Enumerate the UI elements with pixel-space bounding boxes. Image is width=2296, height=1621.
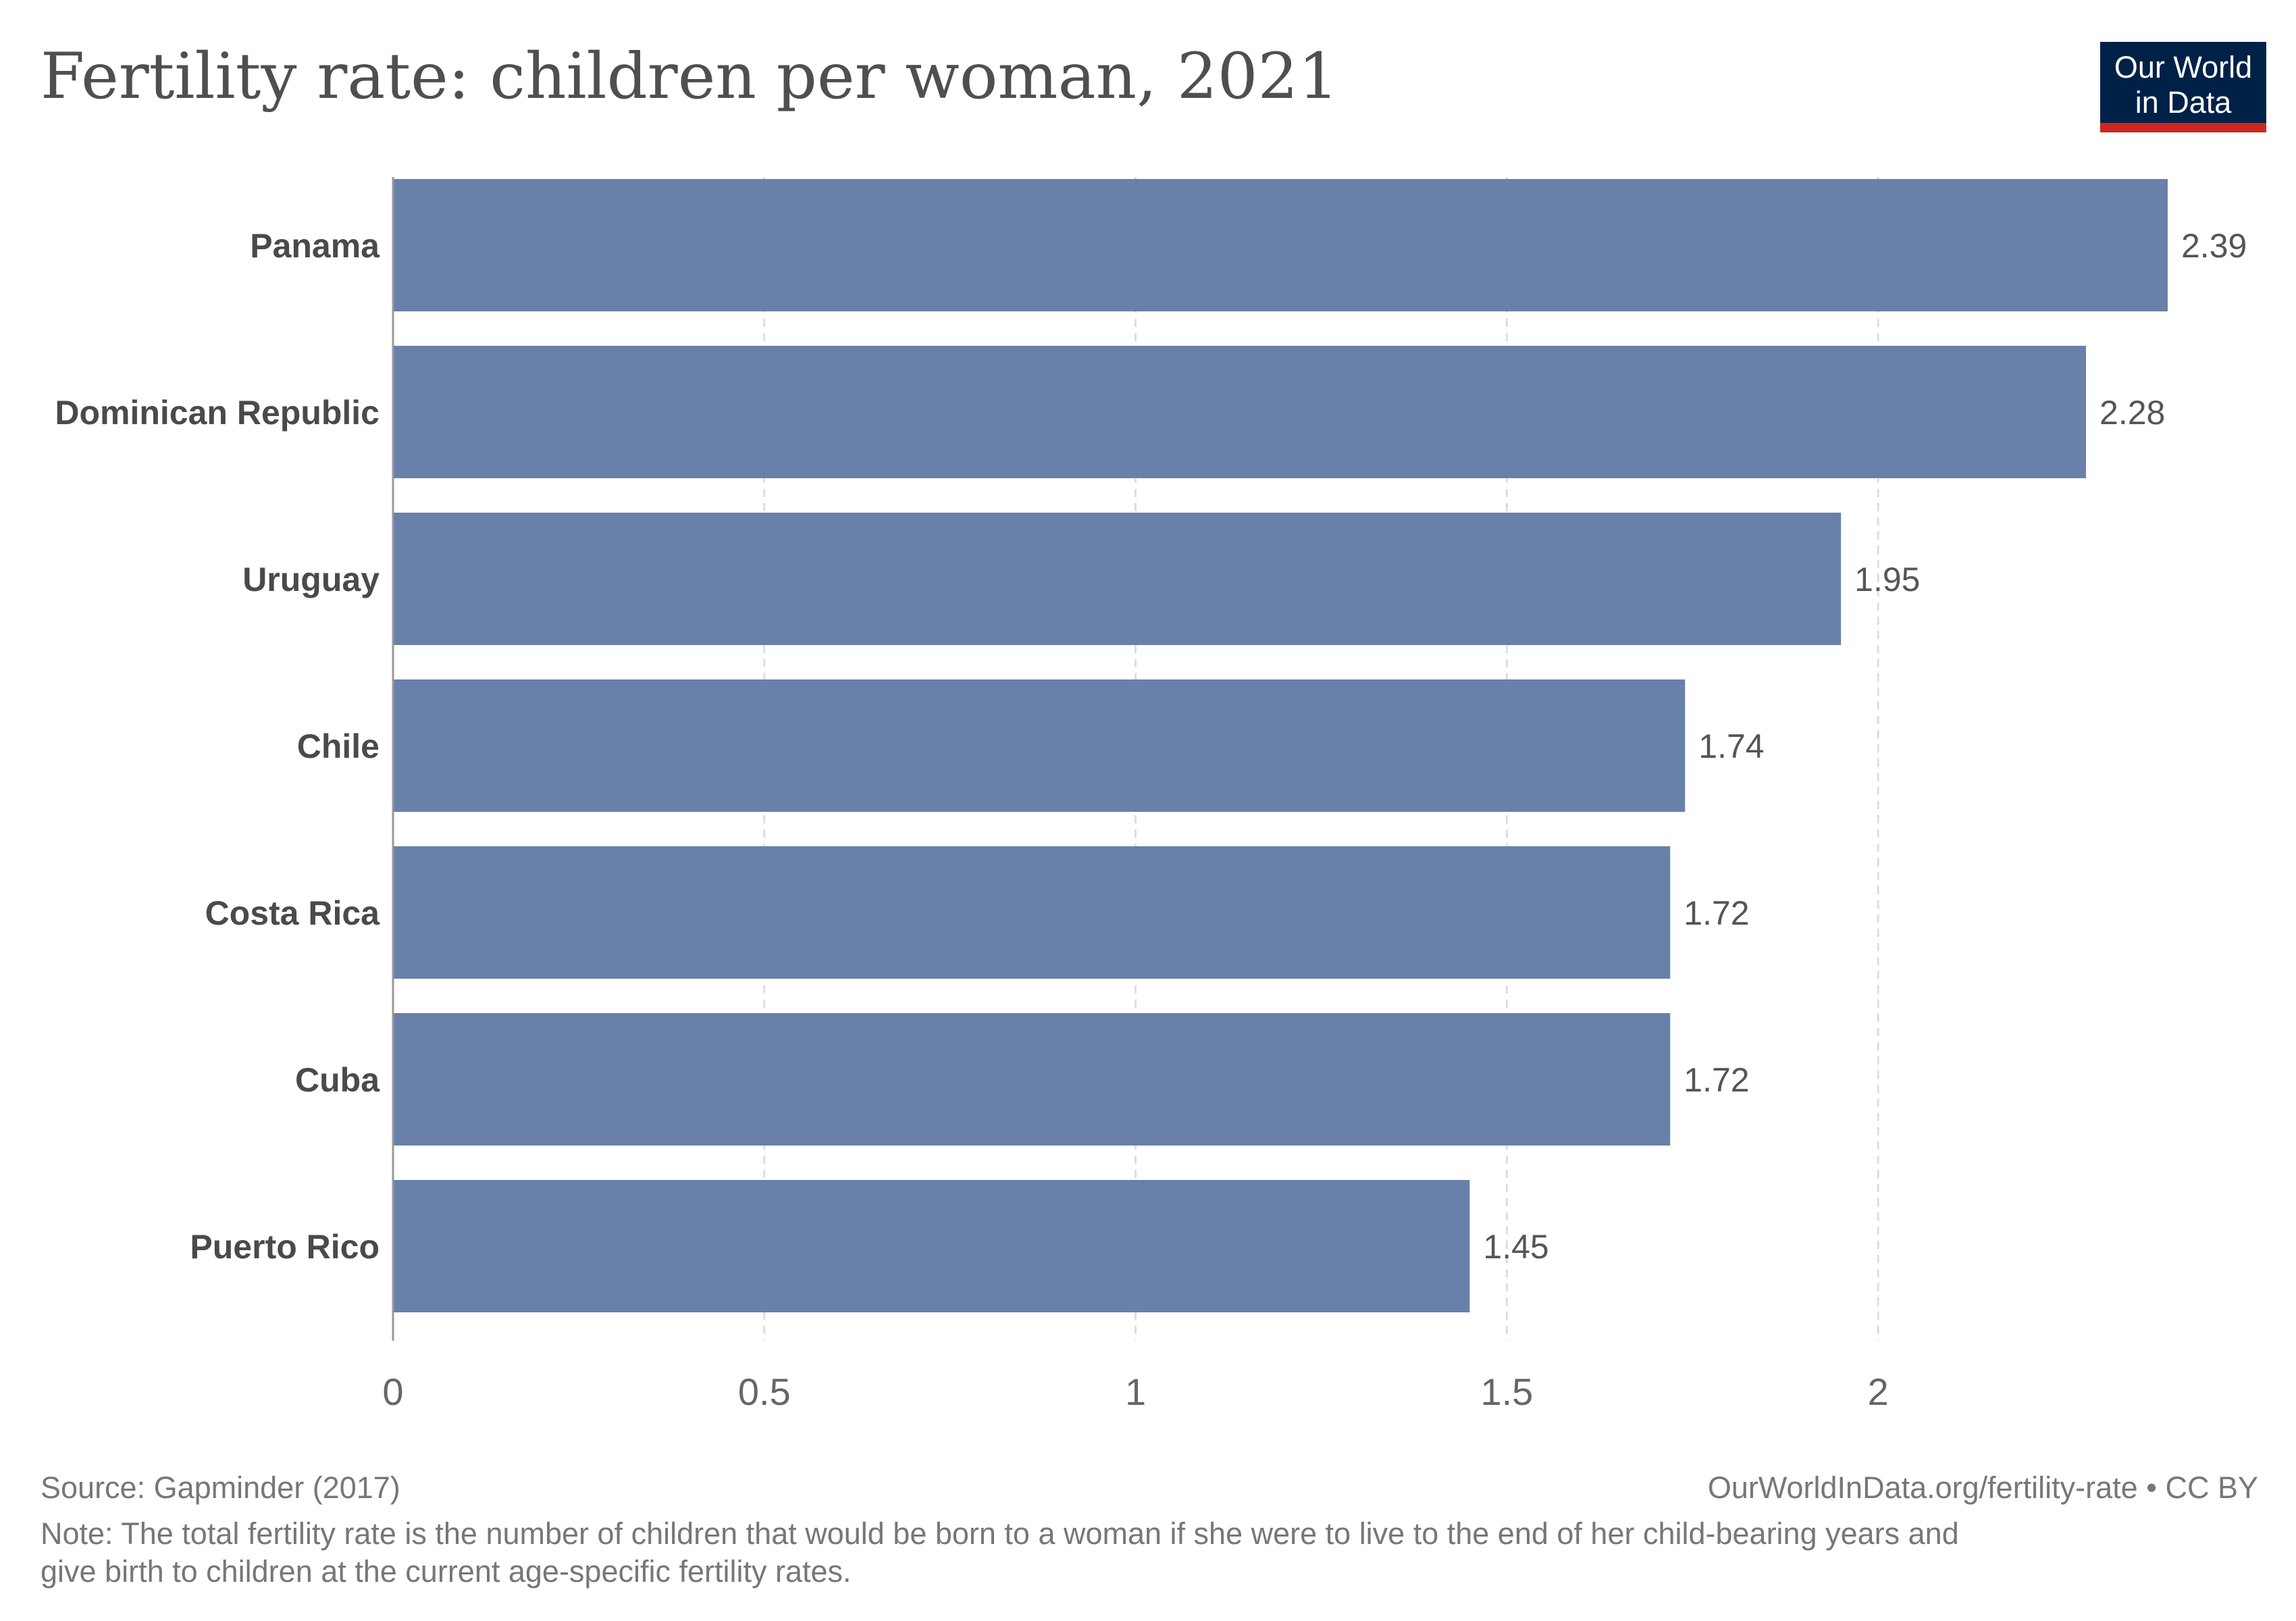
value-label: 1.72 (1684, 894, 1749, 932)
logo-background (2100, 42, 2266, 123)
bar[interactable] (393, 513, 1842, 645)
x-tick-label: 0 (382, 1370, 403, 1413)
logo-line-2: in Data (2135, 85, 2233, 120)
value-label: 1.74 (1698, 727, 1764, 765)
category-label: Puerto Rico (190, 1228, 380, 1266)
bar[interactable] (393, 1013, 1671, 1146)
value-label: 2.39 (2181, 227, 2247, 265)
logo-accent-bar (2100, 123, 2266, 132)
category-label: Dominican Republic (55, 394, 380, 432)
bar[interactable] (393, 846, 1671, 979)
x-tick-label: 1 (1125, 1370, 1146, 1413)
owid-logo[interactable]: Our World in Data (2100, 42, 2266, 132)
value-label: 1.45 (1483, 1228, 1548, 1266)
value-label: 2.28 (2099, 394, 2165, 432)
source-text: Source: Gapminder (2017) (41, 1470, 400, 1505)
source-link[interactable]: OurWorldInData.org/fertility-rate • CC B… (1708, 1470, 2258, 1505)
category-label: Chile (297, 727, 380, 765)
bar[interactable] (393, 1180, 1470, 1312)
note-line-1: Note: The total fertility rate is the nu… (41, 1516, 1959, 1551)
x-tick-label: 2 (1868, 1370, 1889, 1413)
value-label: 1.72 (1684, 1061, 1749, 1099)
category-label: Panama (250, 227, 380, 265)
value-labels: 2.39 2.28 1.95 1.74 1.72 1.72 1.45 (1483, 227, 2247, 1266)
value-label: 1.95 (1854, 561, 1920, 598)
x-tick-label: 0.5 (738, 1370, 791, 1413)
category-label: Uruguay (242, 561, 380, 598)
bar[interactable] (393, 346, 2087, 478)
category-labels: Panama Dominican Republic Uruguay Chile Cost… (55, 227, 380, 1266)
category-label: Cuba (295, 1061, 380, 1099)
bars (393, 179, 2168, 1312)
bar[interactable] (393, 679, 1686, 812)
x-tick-label: 1.5 (1480, 1370, 1533, 1413)
chart-title: Fertility rate: children per woman, 2021 (41, 40, 1338, 113)
bar[interactable] (393, 179, 2168, 311)
x-axis-ticks: 0 0.5 1 1.5 2 (382, 1370, 1888, 1413)
category-label: Costa Rica (205, 894, 381, 932)
logo-line-1: Our World (2114, 50, 2252, 84)
note-line-2: give birth to children at the current ag… (41, 1554, 852, 1589)
